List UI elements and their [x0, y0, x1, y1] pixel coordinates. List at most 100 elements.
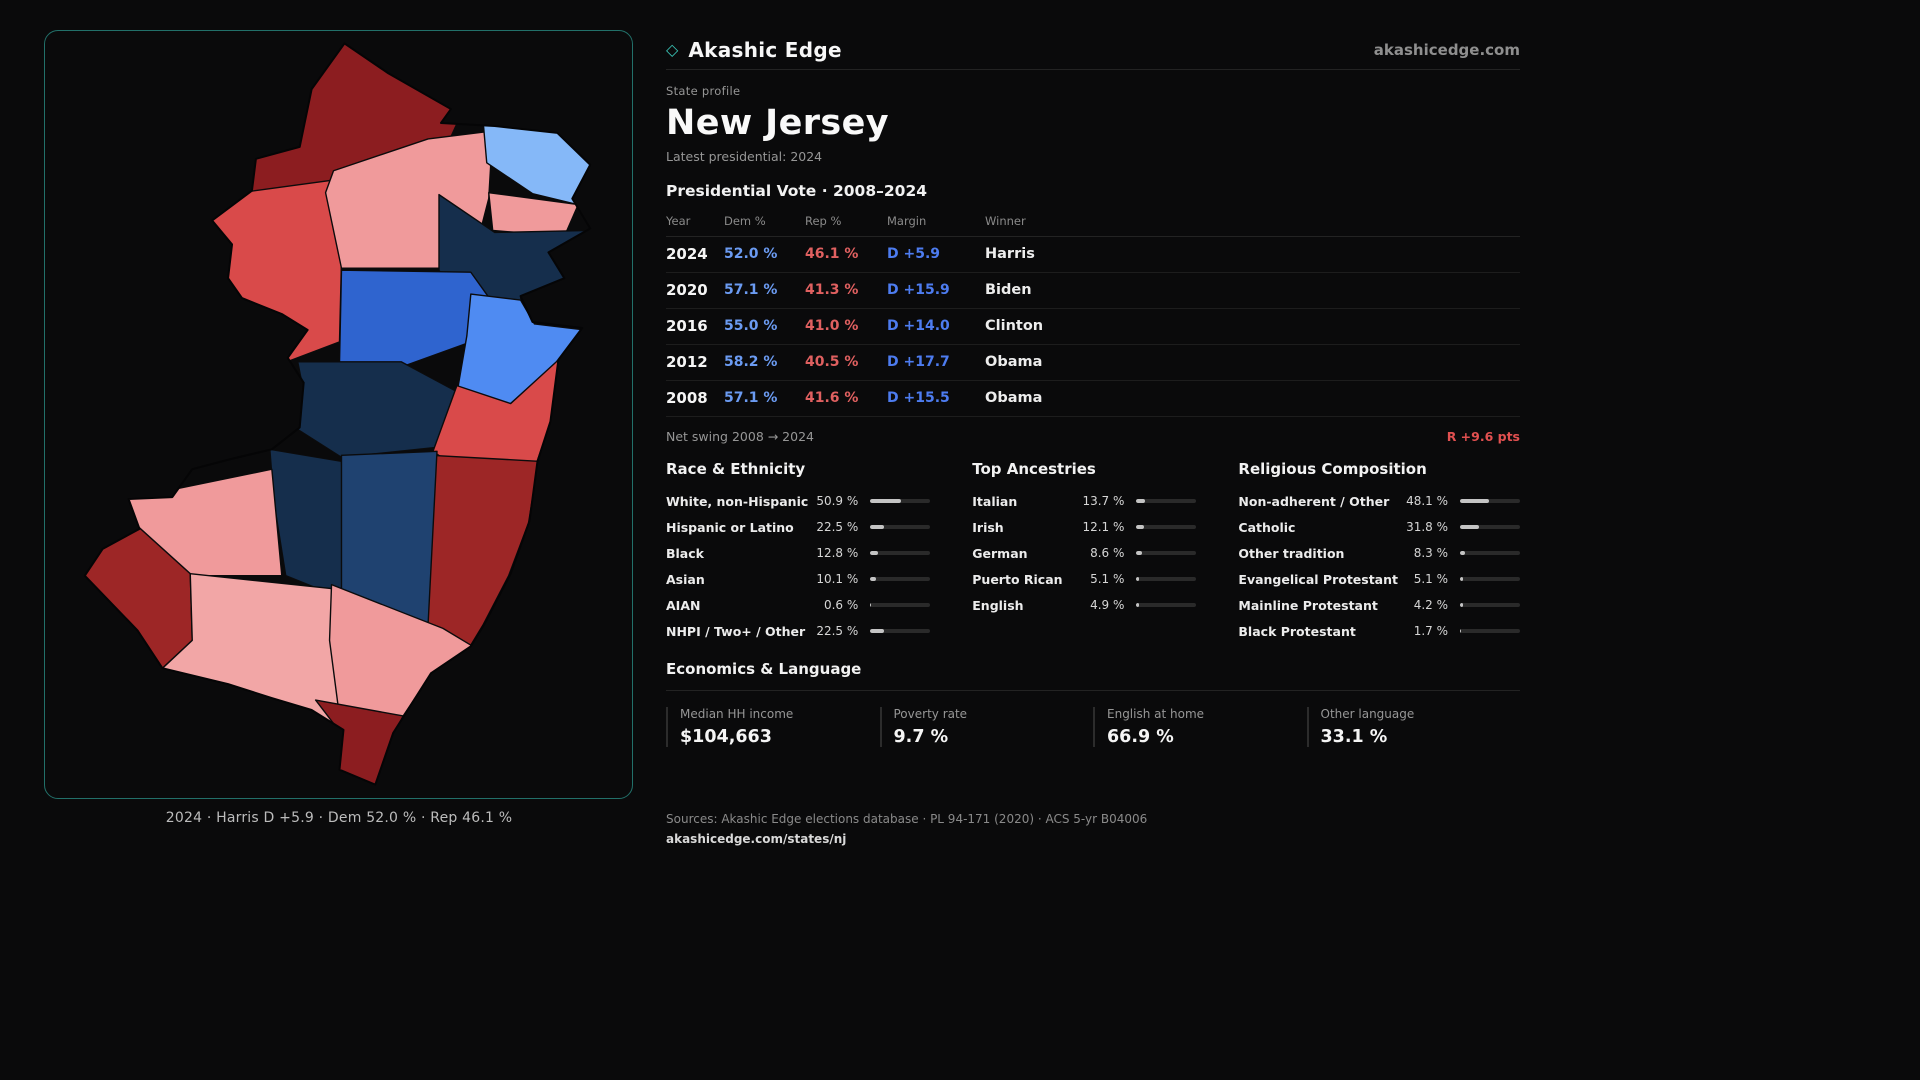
demo-label: English	[972, 597, 1024, 613]
vote-row: 2012 58.2 % 40.5 % D +17.7 Obama	[666, 344, 1520, 381]
map-caption: 2024 · Harris D +5.9 · Dem 52.0 % · Rep …	[165, 810, 513, 826]
demo-value: 5.1 %	[1090, 572, 1125, 586]
vote-column-header: Rep %	[805, 206, 887, 237]
stat-value: 33.1 %	[1320, 727, 1388, 747]
stat-value: $104,663	[680, 727, 772, 747]
demo-row: Italian 13.7 %	[972, 488, 1197, 514]
vote-row: 2008 57.1 % 41.6 % D +15.5 Obama	[666, 380, 1520, 417]
demo-value: 12.8 %	[816, 546, 859, 560]
demo-label: German	[972, 545, 1028, 561]
demo-bar-fill	[870, 629, 884, 633]
demo-bar-fill	[1136, 525, 1144, 529]
demo-bar-fill	[1460, 603, 1463, 607]
vote-row: 2020 57.1 % 41.3 % D +15.9 Biden	[666, 272, 1520, 309]
map-region[interactable]	[456, 293, 585, 405]
demo-bar-track	[1136, 551, 1197, 555]
demo-value: 12.1 %	[1082, 520, 1125, 534]
vote-column-header: Year	[666, 206, 724, 237]
demo-bar-fill	[870, 551, 878, 555]
stat-card: Median HH income $104,663	[666, 707, 880, 747]
demo-bar-track	[1136, 499, 1197, 503]
demo-bar-fill	[1136, 577, 1140, 581]
demo-bar-fill	[1136, 499, 1145, 503]
demo-panel: Top Ancestries Italian 13.7 % Irish 12.1 % Ge…	[972, 460, 1197, 644]
demo-bar-track	[1136, 525, 1197, 529]
demo-bar-track	[1136, 577, 1197, 581]
profile-eyebrow: State profile	[666, 84, 741, 98]
presidential-vote-table: Year Dem % Rep % Margin Winner 2024 52.0 % 46.…	[666, 206, 1520, 417]
vote-row: 2024 52.0 % 46.1 % D +5.9 Harris	[666, 236, 1520, 273]
vote-cell-dem: 57.1 %	[724, 380, 805, 417]
demo-row: NHPI / Two+ / Other 22.5 %	[666, 618, 931, 644]
vote-cell-margin: D +17.7	[887, 344, 985, 381]
demo-bar-track	[870, 499, 931, 503]
vote-cell-year: 2020	[666, 272, 724, 309]
brand-name: Akashic Edge	[688, 37, 842, 62]
stat-value: 66.9 %	[1107, 727, 1174, 747]
demo-value: 4.2 %	[1413, 598, 1448, 612]
vote-cell-margin: D +15.9	[887, 272, 985, 309]
stat-label: Median HH income	[680, 707, 794, 721]
state-outline	[83, 42, 592, 786]
stat-card: Poverty rate 9.7 %	[879, 707, 1094, 747]
demo-label: AIAN	[666, 597, 701, 613]
demo-bar-track	[870, 577, 931, 581]
page-footer: Sources: Akashic Edge elections database…	[666, 812, 1147, 846]
demo-label: Italian	[972, 493, 1018, 509]
vote-column-header: Dem %	[724, 206, 805, 237]
demo-row: Non-adherent / Other 48.1 %	[1238, 488, 1520, 514]
brand[interactable]: ◇ Akashic Edge	[666, 38, 842, 62]
vote-cell-dem: 55.0 %	[724, 308, 805, 345]
map-region[interactable]	[269, 448, 349, 602]
demo-panel-title: Religious Composition	[1238, 460, 1427, 478]
demo-value: 1.7 %	[1413, 624, 1448, 638]
demo-value: 4.9 %	[1090, 598, 1125, 612]
demo-bar-track	[1460, 525, 1520, 529]
stat-label: English at home	[1107, 707, 1205, 721]
state-profile-panel: ◇ Akashic Edge akashicedge.com State pro…	[666, 30, 1520, 747]
demo-row: White, non-Hispanic 50.9 %	[666, 488, 931, 514]
demo-bar-fill	[1136, 551, 1142, 555]
net-swing-value: R +9.6 pts	[1446, 429, 1520, 444]
demographics-grid: Race & Ethnicity White, non-Hispanic 50.9 …	[666, 460, 1520, 644]
vote-table-head-row: Year Dem % Rep % Margin Winner	[666, 206, 1520, 237]
demo-panel: Race & Ethnicity White, non-Hispanic 50.9 …	[666, 460, 931, 644]
page-title: New Jersey	[666, 103, 889, 143]
demo-row: Black 12.8 %	[666, 540, 931, 566]
vote-cell-rep: 41.3 %	[805, 272, 887, 309]
vote-cell-winner: Biden	[985, 272, 1520, 309]
demo-row: Mainline Protestant 4.2 %	[1238, 592, 1520, 618]
demo-row: Black Protestant 1.7 %	[1238, 618, 1520, 644]
stat-label: Poverty rate	[893, 707, 968, 721]
vote-cell-margin: D +15.5	[887, 380, 985, 417]
net-swing-row: Net swing 2008 → 2024 R +9.6 pts	[666, 417, 1520, 446]
demo-bar-fill	[1460, 629, 1462, 633]
demo-value: 13.7 %	[1082, 494, 1125, 508]
demo-bar-track	[1460, 577, 1520, 581]
demo-bar-track	[1460, 551, 1520, 555]
demo-value: 31.8 %	[1406, 520, 1448, 534]
demo-label: Mainline Protestant	[1238, 597, 1378, 613]
demo-bar-fill	[1460, 577, 1464, 581]
map-region[interactable]	[181, 178, 345, 365]
site-domain-link[interactable]: akashicedge.com	[1373, 40, 1520, 59]
demo-bar-track	[1136, 603, 1197, 607]
state-page-link[interactable]: akashicedge.com/states/nj	[666, 832, 847, 846]
state-map-panel	[44, 30, 633, 799]
demo-bar-fill	[1460, 499, 1489, 503]
stat-card: English at home 66.9 %	[1093, 707, 1307, 747]
demo-label: Black	[666, 545, 704, 561]
demo-row: Hispanic or Latino 22.5 %	[666, 514, 931, 540]
demo-label: NHPI / Two+ / Other	[666, 623, 806, 639]
demo-value: 8.6 %	[1090, 546, 1125, 560]
demo-bar-track	[1460, 603, 1520, 607]
diamond-icon: ◇	[666, 39, 679, 59]
latest-presidential-note: Latest presidential: 2024	[666, 149, 823, 164]
vote-cell-year: 2016	[666, 308, 724, 345]
econ-stats-row: Median HH income $104,663 Poverty rate 9.7 …	[666, 690, 1520, 747]
demo-label: Other tradition	[1238, 545, 1345, 561]
demo-bar-fill	[1136, 603, 1140, 607]
demo-panel-title: Top Ancestries	[972, 460, 1096, 478]
map-region[interactable]	[297, 361, 458, 458]
vote-cell-rep: 46.1 %	[805, 236, 887, 273]
